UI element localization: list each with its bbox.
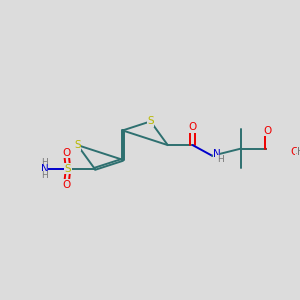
Text: H: H: [41, 171, 48, 180]
Text: O: O: [291, 147, 299, 157]
Text: O: O: [62, 180, 70, 190]
Text: S: S: [65, 164, 71, 174]
Text: O: O: [62, 148, 70, 158]
Text: N: N: [213, 149, 220, 159]
Text: S: S: [147, 116, 154, 126]
Text: N: N: [41, 164, 48, 174]
Text: O: O: [263, 126, 272, 136]
Text: S: S: [74, 140, 81, 150]
Text: H: H: [297, 147, 300, 157]
Text: H: H: [217, 155, 224, 164]
Text: -: -: [295, 148, 299, 158]
Text: H: H: [41, 158, 48, 167]
Text: O: O: [188, 122, 197, 132]
